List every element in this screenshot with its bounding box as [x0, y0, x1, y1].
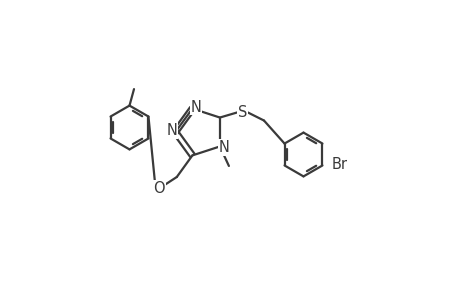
Text: N: N	[166, 123, 177, 138]
Text: Br: Br	[331, 157, 347, 172]
Text: N: N	[190, 100, 201, 115]
Text: S: S	[237, 105, 246, 120]
Text: O: O	[153, 181, 165, 196]
Text: N: N	[218, 140, 229, 155]
